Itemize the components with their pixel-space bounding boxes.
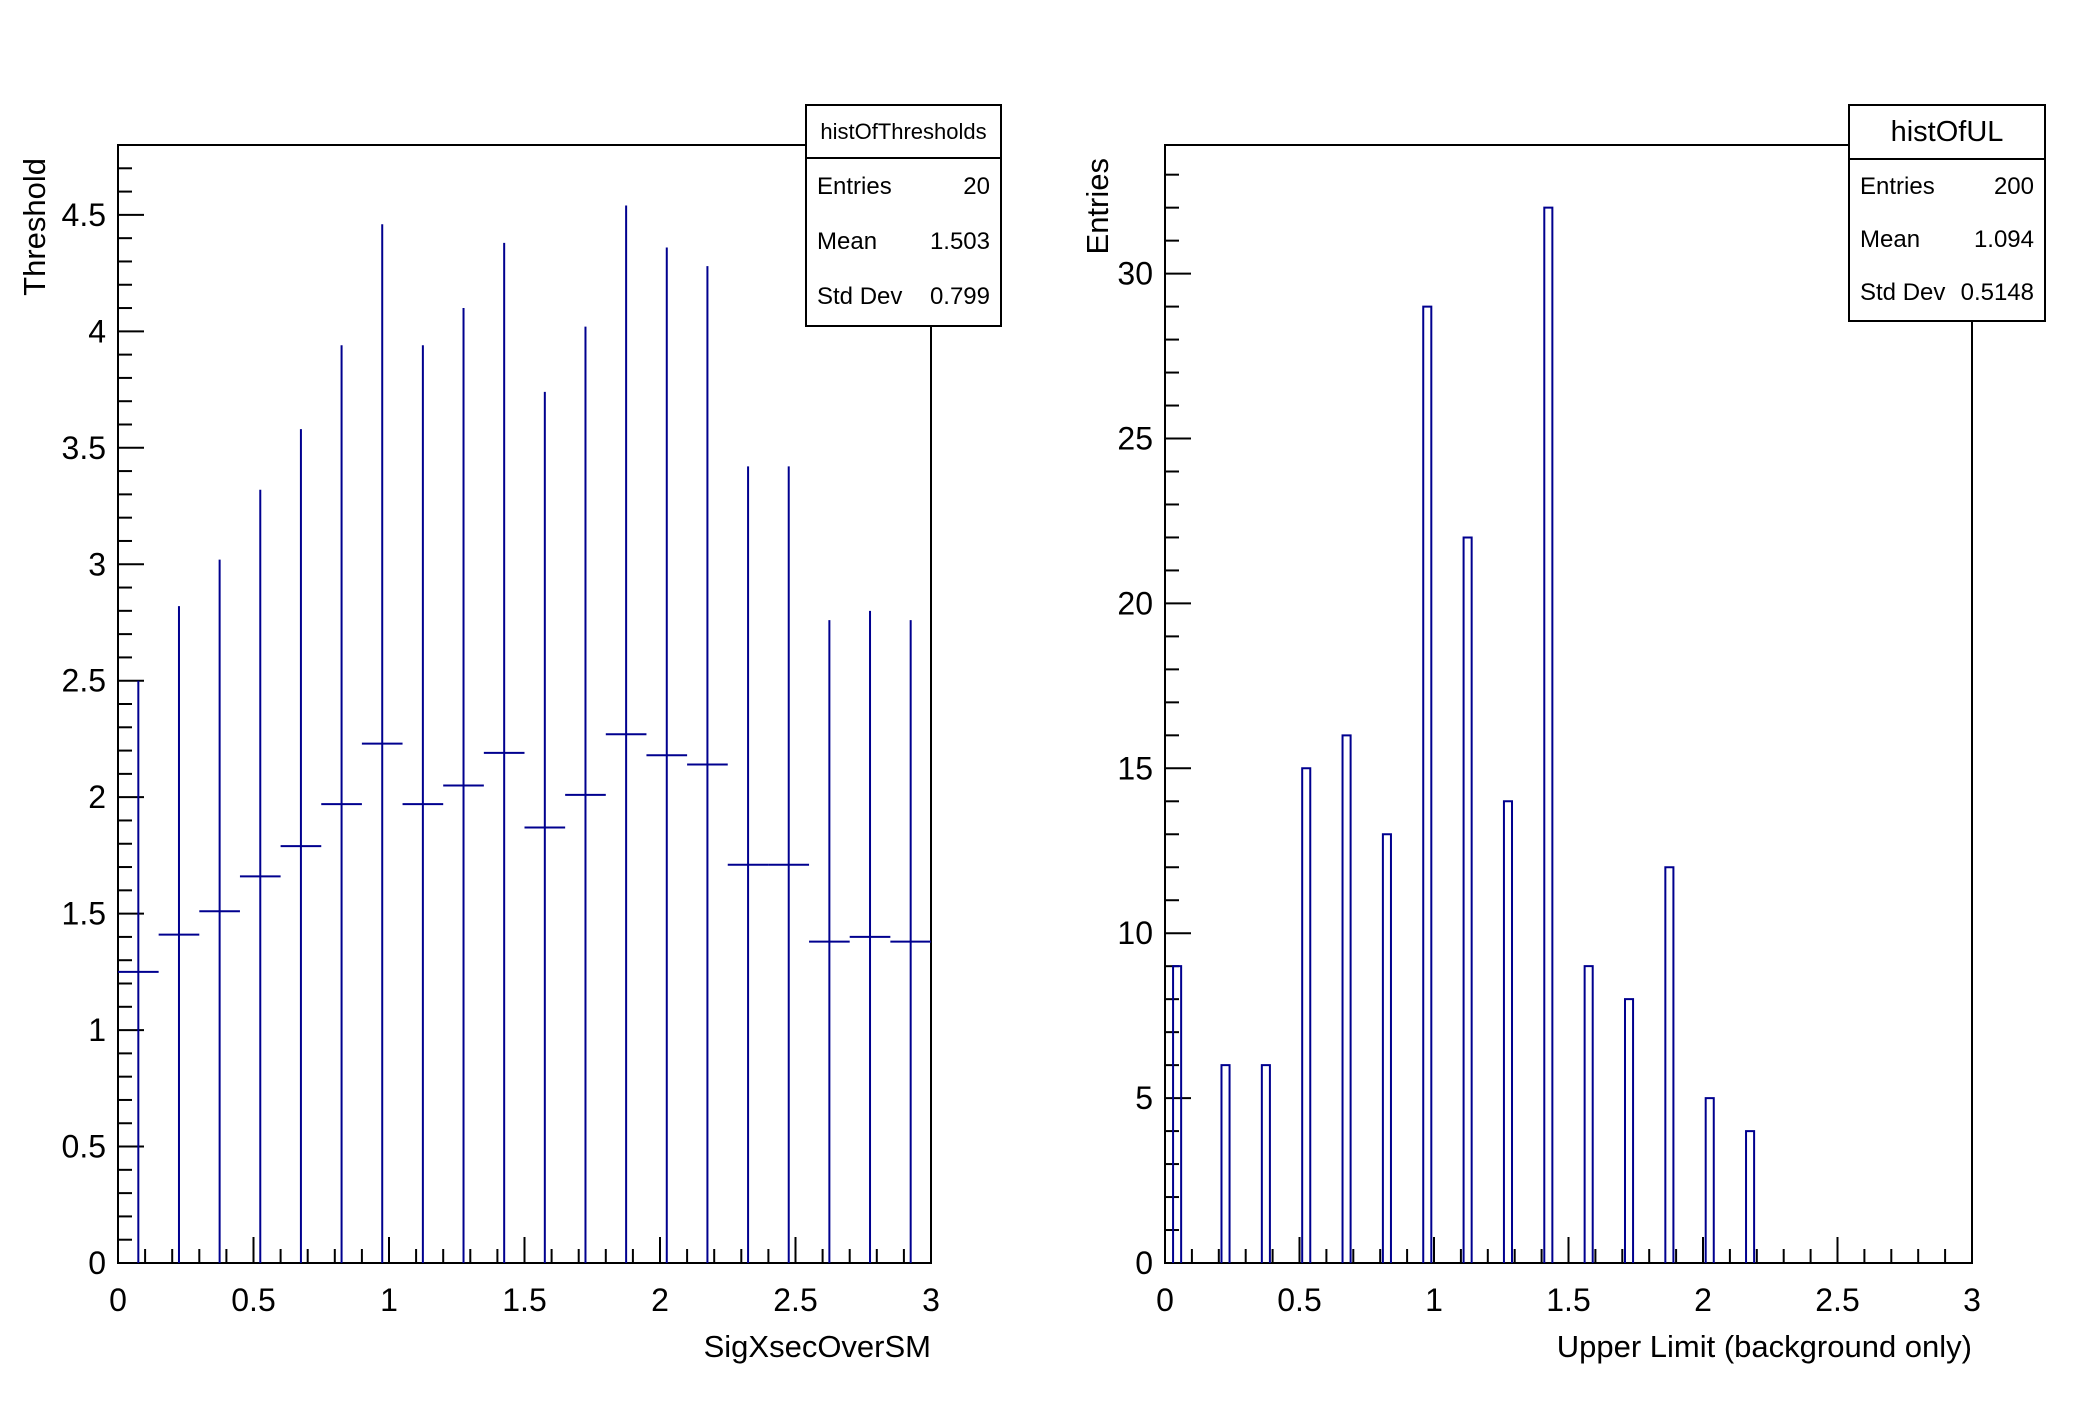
histogram-bar <box>1462 536 1473 1263</box>
x-tick-label: 1.5 <box>1546 1282 1590 1318</box>
stats-title: histOfUL <box>1850 106 2044 160</box>
histogram-bar <box>1301 767 1312 1263</box>
x-tick-label: 0 <box>109 1282 127 1318</box>
x-tick-label: 0.5 <box>231 1282 275 1318</box>
x-tick-label: 2 <box>651 1282 669 1318</box>
y-tick-label: 4 <box>88 313 106 349</box>
y-tick-label: 2.5 <box>62 663 106 699</box>
stats-value: 1.503 <box>929 227 990 255</box>
y-tick-label: 20 <box>1117 585 1153 621</box>
stats-value: 1.094 <box>1973 225 2034 253</box>
y-tick-label: 0 <box>1135 1245 1153 1281</box>
x-tick-label: 2.5 <box>773 1282 817 1318</box>
stats-rows: Entries 200 Mean 1.094 Std Dev 0.5148 <box>1850 160 2044 320</box>
x-tick-label: 0 <box>1156 1282 1174 1318</box>
histogram-bar <box>1745 1130 1756 1263</box>
stats-label: Std Dev <box>817 283 903 311</box>
y-tick-label: 3 <box>88 546 106 582</box>
histogram-bar <box>1422 305 1433 1263</box>
stats-row-stddev: Std Dev 0.5148 <box>1850 279 2044 307</box>
x-tick-label: 2.5 <box>1815 1282 1859 1318</box>
histogram-bar <box>1172 965 1183 1263</box>
stats-label: Entries <box>1860 172 1935 200</box>
stats-title: histOfThresholds <box>807 106 1000 159</box>
y-tick-label: 2 <box>88 779 106 815</box>
stats-value: 0.5148 <box>1960 279 2034 307</box>
x-axis-title: Upper Limit (background only) <box>1557 1329 1972 1364</box>
y-tick-label: 30 <box>1117 256 1153 292</box>
stats-label: Mean <box>1860 225 1921 253</box>
y-tick-label: 5 <box>1135 1080 1153 1116</box>
x-tick-label: 1 <box>1425 1282 1443 1318</box>
y-tick-label: 15 <box>1117 750 1153 786</box>
y-axis-title: Entries <box>1080 158 1115 254</box>
stats-label: Mean <box>817 227 878 255</box>
x-tick-label: 1.5 <box>502 1282 546 1318</box>
stats-row-stddev: Std Dev 0.799 <box>807 283 1000 311</box>
stats-box-thresholds: histOfThresholds Entries 20 Mean 1.503 S… <box>805 104 1002 327</box>
stats-label: Std Dev <box>1860 279 1946 307</box>
stats-row-entries: Entries 200 <box>1850 173 2044 201</box>
histogram-bar <box>1583 965 1594 1263</box>
stats-row-mean: Mean 1.503 <box>807 228 1000 256</box>
y-tick-label: 0.5 <box>62 1129 106 1165</box>
stats-row-mean: Mean 1.094 <box>1850 226 2044 254</box>
stats-value: 0.799 <box>929 283 990 311</box>
histogram-bar <box>1381 833 1392 1263</box>
stats-value: 20 <box>963 172 990 200</box>
stats-row-entries: Entries 20 <box>807 173 1000 201</box>
histogram-bar <box>1502 800 1514 1263</box>
y-tick-label: 4.5 <box>62 197 106 233</box>
y-tick-label: 10 <box>1117 915 1153 951</box>
x-tick-label: 1 <box>380 1282 398 1318</box>
histogram-bar <box>1543 206 1554 1263</box>
y-tick-label: 0 <box>88 1245 106 1281</box>
histogram-bar <box>1260 1064 1271 1263</box>
histogram-bar <box>1341 734 1352 1263</box>
stats-rows: Entries 20 Mean 1.503 Std Dev 0.799 <box>807 159 1000 325</box>
stats-box-ul: histOfUL Entries 200 Mean 1.094 Std Dev … <box>1848 104 2046 322</box>
y-tick-label: 3.5 <box>62 430 106 466</box>
x-tick-label: 3 <box>922 1282 940 1318</box>
y-tick-label: 1 <box>88 1012 106 1048</box>
x-tick-label: 3 <box>1963 1282 1981 1318</box>
x-axis-title: SigXsecOverSM <box>704 1329 931 1364</box>
histogram-bar <box>1220 1064 1231 1263</box>
histogram-bar <box>1664 866 1675 1263</box>
histogram-bar <box>1623 998 1635 1263</box>
stats-label: Entries <box>817 172 892 200</box>
histogram-bar <box>1704 1097 1715 1263</box>
y-tick-label: 25 <box>1117 421 1153 457</box>
y-axis-title: Threshold <box>17 158 52 296</box>
x-tick-label: 0.5 <box>1277 1282 1321 1318</box>
stats-value: 200 <box>1993 172 2034 200</box>
y-tick-label: 1.5 <box>62 896 106 932</box>
x-tick-label: 2 <box>1694 1282 1712 1318</box>
